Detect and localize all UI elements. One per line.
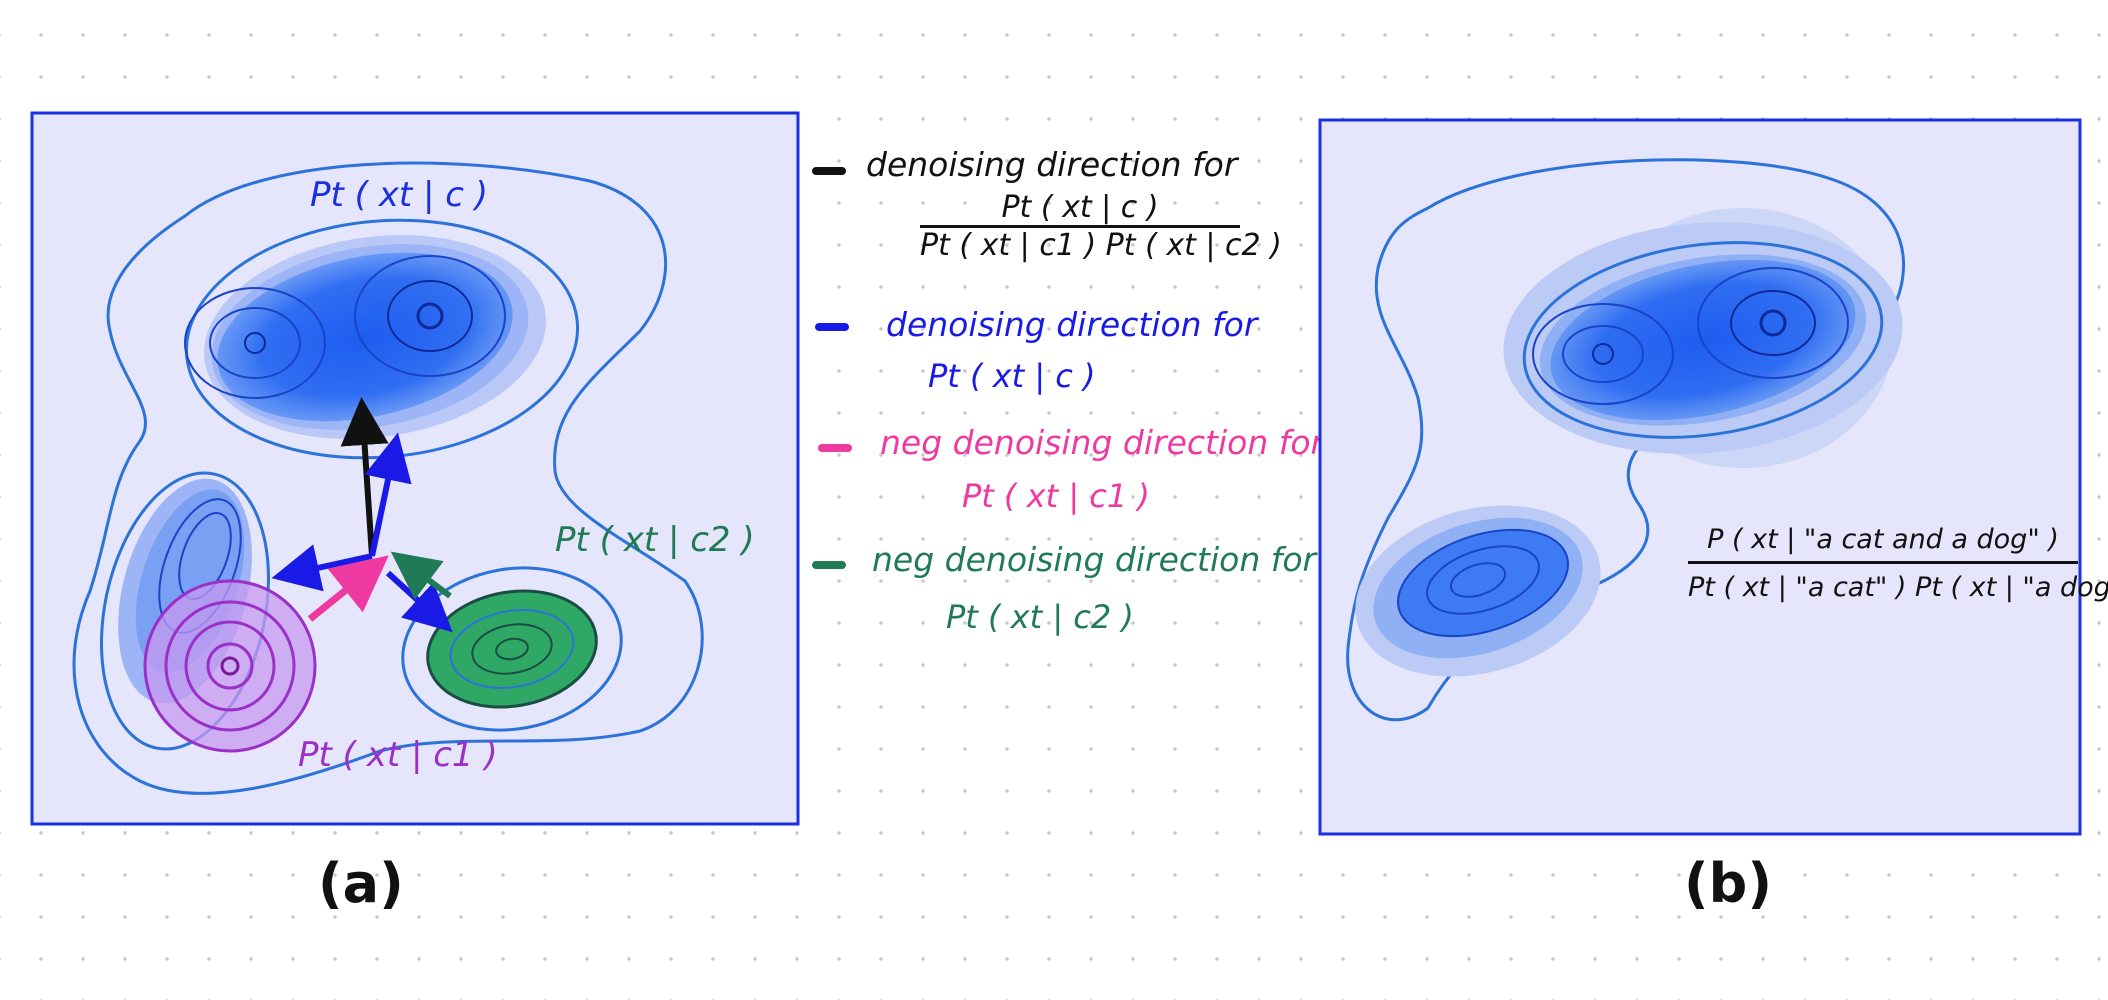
legend-formula-pink: Pt ( xt | c1 ): [962, 477, 1150, 515]
legend-text-black: denoising direction for: [866, 145, 1238, 184]
pink-arrow: [307, 555, 389, 622]
legend-formula-black-denominator: Pt ( xt | c1 ) Pt ( xt | c2 ): [920, 228, 1282, 263]
panel-b-fraction-bar: [1688, 561, 2078, 564]
black-arrow: [340, 397, 389, 557]
panel-b-caption: (b): [1684, 852, 1773, 915]
direction-arrows: [271, 397, 453, 633]
outer-contour: [72, 161, 704, 795]
legend-text-pink: neg denoising direction for: [880, 423, 1325, 462]
legend-text-green: neg denoising direction for: [872, 540, 1317, 579]
panel-b-fraction-denominator: Pt ( xt | "a cat" ) Pt ( xt | "a dog" ): [1688, 572, 2108, 603]
legend-text-blue: denoising direction for: [886, 305, 1258, 344]
legend-dash-blue: [815, 323, 849, 331]
green-cluster: [401, 566, 623, 732]
legend-dash-pink: [818, 444, 852, 452]
legend-formula-blue: Pt ( xt | c ): [928, 357, 1096, 395]
legend-formula-green: Pt ( xt | c2 ): [946, 598, 1134, 636]
bottom-cluster-b: [1355, 505, 1601, 677]
blue-arrow-up: [364, 432, 412, 557]
legend-formula-black-numerator: Pt ( xt | c ): [1001, 190, 1159, 225]
panel-a-diagram: Pt ( xt | c ) Pt ( xt | c2 ) Pt ( xt | c…: [30, 111, 800, 826]
legend-formula-black: Pt ( xt | c ) Pt ( xt | c1 ) Pt ( xt | c…: [920, 190, 1282, 263]
purple-cluster: [143, 579, 317, 753]
panel-b-fraction-numerator: P ( xt | "a cat and a dog" ): [1707, 524, 2059, 555]
top-cluster: [184, 218, 580, 460]
label-cond-c1: Pt ( xt | c1 ): [298, 735, 498, 775]
legend-dash-green: [812, 561, 846, 569]
panel-a-caption: (a): [318, 852, 404, 915]
top-cluster-b: [1503, 208, 1903, 468]
label-cond-c: Pt ( xt | c ): [310, 175, 488, 215]
legend-formula-black-bar: [920, 225, 1240, 228]
panel-b-diagram: [1318, 118, 2082, 836]
legend-dash-black: [812, 167, 846, 175]
panel-b-fraction: P ( xt | "a cat and a dog" ) Pt ( xt | "…: [1688, 524, 2108, 603]
label-cond-c2: Pt ( xt | c2 ): [555, 520, 755, 560]
green-arrow: [390, 551, 452, 600]
